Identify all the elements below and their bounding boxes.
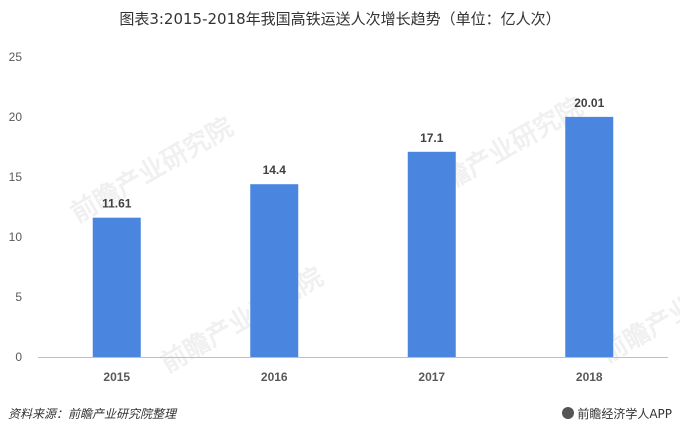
bar bbox=[565, 116, 614, 357]
data-label: 20.01 bbox=[574, 96, 604, 110]
data-label: 11.61 bbox=[102, 197, 132, 211]
source-note: 资料来源：前瞻产业研究院整理 bbox=[8, 407, 177, 421]
x-tick-label: 2015 bbox=[103, 370, 130, 384]
x-axis: 2015 2016 2017 2018 bbox=[38, 357, 668, 384]
bars-group: 11.61 14.4 17.1 20.01 bbox=[92, 96, 614, 357]
y-tick-label: 15 bbox=[9, 170, 23, 184]
y-tick-label: 0 bbox=[15, 350, 22, 364]
x-tick-label: 2016 bbox=[261, 370, 288, 384]
bar bbox=[92, 217, 141, 357]
y-axis: 0 5 10 15 20 25 bbox=[9, 50, 23, 364]
chart-title: 图表3:2015-2018年我国高铁运送人次增长趋势（单位：亿人次） bbox=[119, 10, 561, 28]
brand-logo-icon bbox=[562, 407, 575, 419]
data-label: 17.1 bbox=[420, 131, 444, 145]
y-tick-label: 25 bbox=[9, 50, 23, 64]
bar bbox=[250, 184, 299, 357]
brand-credit: 前瞻经济学人APP bbox=[562, 405, 672, 422]
y-tick-label: 10 bbox=[9, 230, 23, 244]
brand-text: 前瞻经济学人APP bbox=[577, 407, 672, 421]
data-label: 14.4 bbox=[263, 163, 287, 177]
x-tick-label: 2018 bbox=[576, 370, 603, 384]
x-tick-label: 2017 bbox=[418, 370, 445, 384]
bar bbox=[407, 151, 456, 357]
y-tick-label: 20 bbox=[9, 110, 23, 124]
y-tick-label: 5 bbox=[15, 290, 22, 304]
